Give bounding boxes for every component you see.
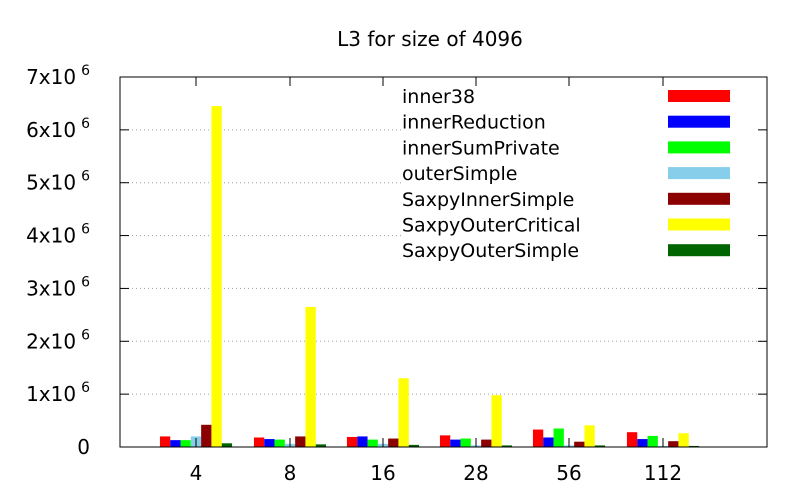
bar [357,436,368,447]
y-tick-label: 5x10 6 [26,169,90,195]
bar [460,438,471,447]
bar [450,439,461,447]
bar [491,395,502,447]
legend-label: SaxpyOuterSimple [402,240,579,262]
y-tick-exponent: 6 [81,380,90,396]
legend-swatch [668,167,730,180]
y-tick-exponent: 6 [81,169,90,185]
y-tick-label: 7x10 6 [26,63,90,89]
legend-swatch [668,218,730,231]
bar [305,306,316,447]
bar [668,441,679,447]
legend-label: outerSimple [402,163,518,185]
y-tick-mantissa: 2x10 [26,329,76,353]
bar [315,444,327,447]
legend-label: inner38 [402,86,475,108]
y-tick-label: 0 [77,435,90,459]
x-tick-label: 4 [190,461,203,485]
x-tick-label: 8 [284,461,297,485]
x-tick-label: 28 [463,461,488,485]
y-tick-mantissa: 7x10 [26,65,76,89]
bar [180,440,191,447]
y-tick-mantissa: 4x10 [26,224,76,248]
x-tick-label: 16 [370,461,395,485]
axes: 0 1x10 6 2x10 6 3x10 6 4x10 6 5x10 6 6x10 6 7x10 6 4 8 16… [26,63,767,485]
bar [584,425,595,447]
legend: inner38 innerReduction innerSumPrivate oute… [402,86,730,262]
bar [439,435,451,447]
bar [159,436,171,447]
bar [211,106,222,447]
bar [626,432,638,447]
bar [367,439,378,447]
y-tick-mantissa: 3x10 [26,276,76,300]
y-tick-exponent: 6 [81,116,90,132]
bar [553,428,564,447]
bar [398,378,409,447]
bar [481,439,492,447]
plot-frame [119,76,768,448]
legend-swatch [668,115,730,128]
y-tick-label: 2x10 6 [26,327,90,353]
y-tick-label: 4x10 6 [26,222,90,248]
bar [678,433,689,447]
legend-swatch [668,192,730,205]
y-tick-label: 6x10 6 [26,116,90,142]
legend-swatch [668,141,730,154]
bar [594,445,606,447]
y-tick-label: 1x10 6 [26,380,90,406]
y-tick-exponent: 6 [81,274,90,290]
bar [170,440,181,447]
y-tick-mantissa: 6x10 [26,118,76,142]
y-tick-label: 3x10 6 [26,274,90,300]
y-tick-exponent: 6 [81,327,90,343]
bars [159,106,700,447]
y-tick-mantissa: 5x10 [26,171,76,195]
bar [501,445,513,447]
y-tick-exponent: 6 [81,222,90,238]
legend-label: innerSumPrivate [402,137,560,159]
bar [274,439,285,447]
y-tick-exponent: 6 [81,63,90,79]
legend-label: SaxpyOuterCritical [402,215,581,237]
bar [408,444,420,447]
bar [295,436,306,447]
legend-label: SaxpyInnerSimple [402,189,574,211]
legend-swatch [668,244,730,257]
x-tick-label: 112 [644,461,682,485]
bar [388,438,399,447]
legend-swatch [668,90,730,102]
bar [264,439,275,447]
bar [532,429,544,447]
x-tick-label: 56 [556,461,581,485]
bar [637,439,648,447]
bar [253,437,265,447]
bar [221,443,233,447]
bar [647,435,658,447]
bar [543,437,554,447]
bar [346,436,358,447]
bar [688,445,700,447]
legend-label: innerReduction [402,112,546,134]
y-tick-mantissa: 0 [77,435,90,459]
y-tick-mantissa: 1x10 [26,382,76,406]
bar [574,441,585,447]
bar [201,424,212,447]
chart-title: L3 for size of 4096 [337,27,523,51]
